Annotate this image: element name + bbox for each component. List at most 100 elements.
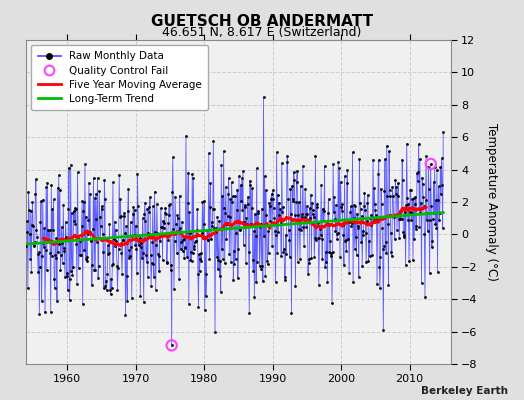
Point — [333, 236, 341, 242]
Point — [254, 208, 262, 215]
Point — [389, 192, 397, 199]
Point — [270, 214, 279, 221]
Point — [168, 342, 176, 348]
Point — [36, 219, 45, 225]
Point — [373, 281, 381, 287]
Point — [312, 204, 321, 210]
Point — [81, 161, 89, 168]
Point — [407, 216, 416, 223]
Point — [331, 228, 340, 234]
Point — [286, 254, 294, 260]
Point — [413, 170, 421, 176]
Point — [254, 210, 263, 216]
Point — [326, 238, 334, 244]
Point — [242, 215, 250, 222]
Point — [431, 164, 439, 170]
Point — [404, 201, 412, 208]
Point — [241, 202, 249, 208]
Point — [179, 236, 188, 242]
Point — [401, 262, 410, 268]
Point — [323, 220, 331, 226]
Point — [85, 180, 93, 186]
Point — [73, 281, 81, 288]
Point — [286, 185, 294, 192]
Point — [394, 193, 402, 199]
Point — [388, 183, 397, 190]
Point — [438, 182, 446, 188]
Point — [206, 180, 215, 187]
Point — [313, 201, 321, 207]
Point — [351, 246, 359, 252]
Point — [52, 255, 61, 262]
Point — [293, 167, 301, 174]
Point — [69, 208, 78, 214]
Point — [363, 200, 372, 206]
Point — [248, 257, 257, 263]
Point — [325, 248, 333, 255]
Point — [387, 248, 396, 255]
Point — [314, 235, 322, 242]
Point — [433, 167, 441, 173]
Point — [319, 205, 327, 212]
Point — [260, 173, 269, 179]
Point — [257, 266, 266, 272]
Point — [43, 237, 52, 244]
Point — [253, 259, 261, 265]
Point — [164, 220, 172, 226]
Point — [386, 187, 394, 193]
Point — [409, 256, 417, 263]
Point — [156, 238, 165, 244]
Point — [56, 187, 64, 193]
Point — [421, 294, 429, 301]
Point — [71, 221, 80, 227]
Point — [87, 238, 95, 244]
Point — [339, 232, 347, 238]
Point — [156, 232, 164, 238]
Point — [53, 184, 62, 191]
Point — [283, 152, 292, 159]
Point — [319, 218, 328, 224]
Point — [206, 204, 214, 210]
Point — [219, 193, 227, 200]
Point — [152, 242, 160, 248]
Point — [185, 209, 193, 216]
Point — [408, 196, 417, 202]
Point — [264, 228, 272, 234]
Point — [275, 212, 283, 218]
Point — [367, 212, 376, 218]
Point — [126, 252, 134, 259]
Point — [67, 162, 75, 168]
Point — [62, 234, 70, 240]
Point — [78, 198, 86, 204]
Point — [171, 221, 180, 227]
Point — [77, 252, 85, 258]
Point — [371, 207, 379, 214]
Point — [104, 250, 113, 257]
Point — [369, 217, 378, 223]
Point — [436, 191, 445, 198]
Point — [292, 179, 301, 185]
Point — [73, 169, 82, 175]
Point — [438, 155, 446, 161]
Point — [380, 243, 388, 250]
Point — [93, 175, 102, 181]
Point — [138, 215, 147, 221]
Point — [395, 215, 403, 222]
Point — [99, 230, 107, 237]
Point — [239, 242, 248, 248]
Point — [89, 226, 97, 232]
Point — [158, 224, 166, 230]
Point — [263, 258, 271, 264]
Point — [149, 203, 157, 209]
Point — [205, 256, 213, 262]
Point — [99, 249, 107, 255]
Point — [423, 228, 432, 234]
Point — [317, 182, 325, 188]
Point — [189, 174, 198, 181]
Point — [170, 286, 178, 292]
Point — [177, 246, 185, 252]
Point — [80, 199, 88, 206]
Point — [365, 253, 374, 259]
Point — [386, 193, 395, 200]
Point — [108, 179, 117, 186]
